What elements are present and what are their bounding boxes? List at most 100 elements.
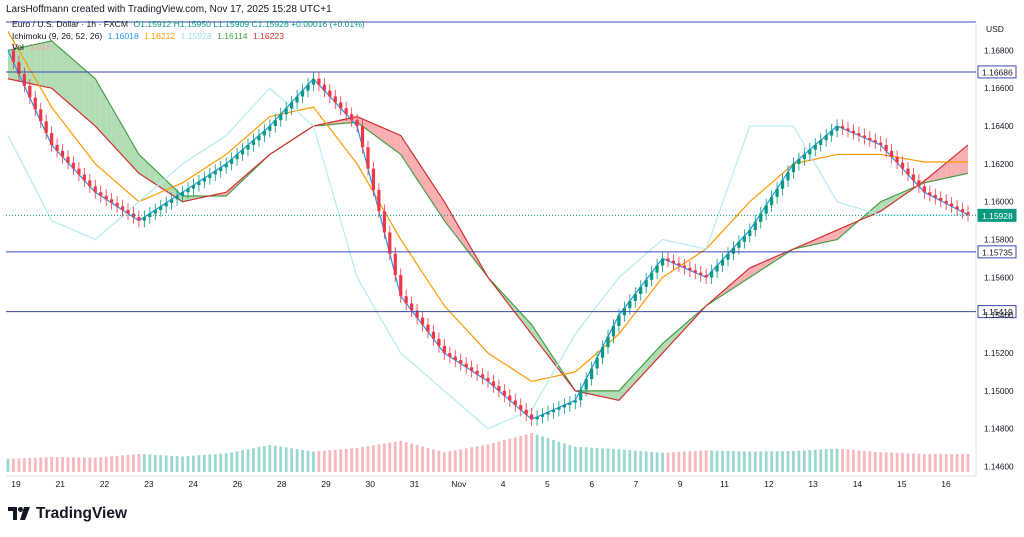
volume-bar: [677, 451, 681, 472]
candle-body: [93, 186, 97, 193]
candle-body: [262, 130, 266, 136]
volume-bar: [257, 447, 261, 472]
candle-body: [955, 206, 959, 210]
cloud-segment: [362, 118, 368, 131]
volume-bar: [944, 454, 948, 472]
candle-body: [388, 232, 392, 254]
footer-brand[interactable]: TradingView: [8, 504, 127, 524]
volume-bar: [541, 436, 544, 472]
volume-bar: [426, 447, 430, 472]
candle-body: [497, 386, 501, 391]
volume-bar: [415, 445, 419, 472]
candle-body: [802, 154, 806, 160]
cloud-segment: [84, 69, 90, 122]
volume-bar: [770, 451, 774, 472]
volume-bar: [273, 445, 277, 472]
candle-body: [77, 168, 81, 175]
candle-body: [322, 84, 326, 91]
volume-bar: [628, 450, 632, 472]
volume-bar: [295, 449, 299, 472]
cloud-segment: [657, 343, 663, 359]
candle-body: [28, 85, 32, 98]
candle-body: [120, 206, 125, 210]
volume-bar: [44, 457, 48, 472]
candle-body: [797, 159, 801, 164]
volume-bar: [208, 454, 212, 472]
volume-bar: [186, 456, 190, 472]
cloud-segment: [46, 40, 52, 89]
candle-body: [704, 275, 708, 278]
cloud-segment: [618, 384, 625, 401]
cloud-segment: [73, 59, 79, 112]
volume-bar: [137, 454, 141, 472]
candle-body: [22, 74, 26, 86]
cloud-segment: [684, 319, 690, 330]
volume-bar: [410, 443, 414, 472]
cloud-segment: [728, 282, 734, 292]
currency-label[interactable]: USD: [986, 24, 1004, 34]
volume-bar: [77, 457, 81, 472]
time-tick-label: 26: [233, 479, 243, 489]
candle-body: [148, 213, 152, 218]
volume-bar: [235, 451, 239, 472]
cloud-segment: [460, 230, 467, 249]
candle-body: [219, 167, 223, 171]
candle-body: [519, 405, 523, 410]
volume-bar: [339, 449, 343, 472]
candle-body: [530, 414, 534, 420]
candle-body: [868, 137, 872, 141]
volume-bar: [241, 450, 244, 472]
candle-body: [208, 174, 212, 179]
candle-body: [11, 50, 16, 63]
price-tick-label: 1.16600: [984, 84, 1014, 93]
candle-body: [715, 265, 719, 272]
candle-body: [677, 263, 681, 266]
candle-body: [279, 114, 283, 121]
volume-bar: [224, 453, 228, 472]
cloud-segment: [935, 167, 941, 181]
candle-body: [191, 185, 196, 189]
cloud-segment: [646, 355, 652, 371]
candle-body: [470, 367, 474, 371]
time-tick-label: 6: [589, 479, 594, 489]
volume-bar: [797, 450, 801, 472]
candlesticks: [11, 43, 970, 426]
volume-bar: [82, 457, 86, 472]
candle-body: [900, 162, 905, 169]
candle-body: [666, 258, 670, 261]
volume-bar: [50, 457, 54, 472]
legend-symbol[interactable]: Euro / U.S. Dollar · 1h · FXCM: [12, 19, 129, 29]
legend-vol-value: 3.01K: [29, 42, 52, 52]
volume-bar: [721, 450, 724, 472]
volume-bar: [246, 449, 250, 472]
cloud-segment: [111, 107, 118, 150]
candle-body: [933, 195, 937, 198]
volume-bar: [181, 456, 184, 472]
candle-body: [333, 96, 337, 103]
time-tick-label: 22: [100, 479, 110, 489]
candle-body: [410, 303, 414, 311]
cloud-segment: [531, 324, 538, 342]
candle-body: [928, 192, 932, 196]
legend-vol-label[interactable]: Vol: [12, 42, 24, 52]
candle-body: [159, 206, 163, 210]
legend-ichimoku-label[interactable]: Ichimoku (9, 26, 52, 26): [12, 31, 103, 41]
volume-bar: [824, 449, 828, 472]
volume-bar: [857, 450, 861, 472]
volume-bar: [955, 454, 959, 472]
candle-body: [71, 162, 76, 169]
volume-bar: [284, 447, 288, 472]
cloud-segment: [608, 390, 614, 400]
base-line: [7, 31, 968, 383]
candle-body: [939, 197, 943, 201]
volume-bar: [595, 448, 599, 472]
candle-body: [650, 272, 654, 280]
volume-bar: [22, 458, 26, 472]
volume-bar: [290, 448, 294, 472]
candle-body: [671, 260, 676, 264]
candle-body: [562, 405, 566, 408]
volume-bar: [513, 437, 517, 472]
volume-bar: [279, 446, 283, 472]
candle-body: [475, 370, 479, 375]
